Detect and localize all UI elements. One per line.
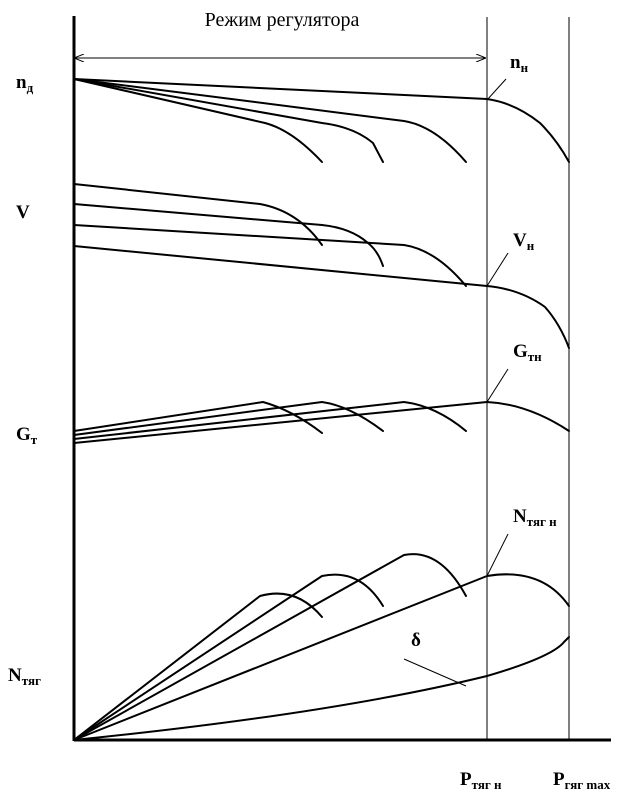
label-v-n: Vн xyxy=(513,230,535,253)
g-curve-1 xyxy=(73,401,323,434)
label-delta: δ xyxy=(411,630,421,651)
delta-curve xyxy=(73,636,570,741)
v-curve-3 xyxy=(73,224,467,287)
v-curves xyxy=(73,183,570,349)
label-p-tyag-n: Pтяг н xyxy=(460,769,502,792)
label-v: V xyxy=(16,202,30,223)
g-curve-main xyxy=(73,401,570,444)
label-n-tyag: Nтяг xyxy=(8,665,41,688)
label-n-n: nн xyxy=(510,52,529,75)
n-curve-2 xyxy=(73,78,384,163)
n-curves xyxy=(73,78,570,163)
v-n-leader xyxy=(486,252,509,287)
label-g-tn: Gтн xyxy=(513,341,542,364)
n-tyag-curve-main xyxy=(73,573,570,741)
delta-leader xyxy=(403,658,467,687)
label-n-tyag-n: Nтяг н xyxy=(513,506,557,529)
label-g-t: Gт xyxy=(16,424,38,447)
n-tyag-curve-2 xyxy=(73,573,384,741)
g-tn-leader xyxy=(486,368,509,403)
n-curve-3 xyxy=(73,78,467,163)
n-tyag-curve-3 xyxy=(73,553,467,741)
n-tyag-n-leader xyxy=(486,533,509,577)
label-n-d: nд xyxy=(16,72,34,95)
g-curve-3 xyxy=(73,401,467,440)
v-curve-main xyxy=(73,245,570,349)
g-curves xyxy=(73,401,570,444)
label-p-tyag-max: Pгяг max xyxy=(553,769,611,792)
g-curve-2 xyxy=(73,401,384,436)
n-tyag-curve-1 xyxy=(73,592,323,741)
v-curve-1 xyxy=(73,183,323,246)
n-curve-main xyxy=(73,78,570,163)
n-curve-1 xyxy=(73,78,323,163)
diagram-title: Режим регулятора xyxy=(205,9,360,31)
n-tyag-curves xyxy=(73,553,570,741)
n-n-leader xyxy=(486,78,507,101)
